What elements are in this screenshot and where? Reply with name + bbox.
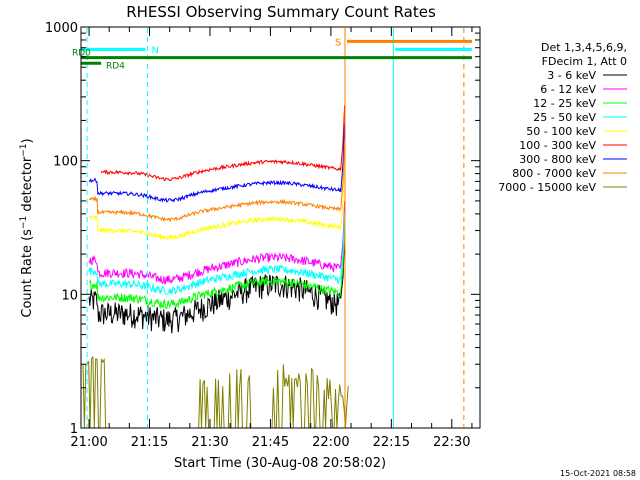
- x-axis-label: Start Time (30-Aug-08 20:58:02): [174, 456, 386, 471]
- plot-area: N S RD0 RD4: [72, 28, 472, 429]
- series-line: [88, 201, 346, 285]
- y-axis-label: Count Rate (s−1 detector−1): [19, 138, 35, 317]
- legend-entry-label: 800 - 7000 keV: [512, 167, 596, 180]
- legend-entry-label: 50 - 100 keV: [526, 125, 596, 138]
- generation-timestamp: 15-Oct-2021 08:58: [560, 469, 636, 478]
- state-label: RD0: [72, 49, 91, 59]
- x-tick-label: 22:15: [373, 435, 410, 450]
- x-tick-label: 21:45: [252, 435, 289, 450]
- legend-header-line-1: Det 1,3,4,5,6,9,: [541, 41, 627, 54]
- y-tick-label: 1000: [45, 21, 78, 36]
- series-line: [88, 122, 346, 203]
- legend: Det 1,3,4,5,6,9, FDecim 1, Att 0 3 - 6 k…: [498, 41, 627, 194]
- flag-label: N: [151, 45, 158, 56]
- chart-title: RHESSI Observing Summary Count Rates: [126, 3, 436, 21]
- series-line: [89, 159, 346, 241]
- legend-entry-label: 7000 - 15000 keV: [498, 181, 596, 194]
- x-tick-label: 21:30: [191, 435, 228, 450]
- legend-entry-label: 300 - 800 keV: [519, 153, 596, 166]
- series-line: [88, 142, 346, 223]
- state-label: RD4: [106, 61, 125, 71]
- x-tick-label: 22:30: [433, 435, 470, 450]
- legend-entry-label: 6 - 12 keV: [540, 83, 596, 96]
- y-axis: 1 10 100 1000: [45, 21, 480, 437]
- y-tick-label: 1: [70, 422, 78, 437]
- legend-entry-label: 12 - 25 keV: [533, 97, 596, 110]
- legend-entry-label: 3 - 6 keV: [547, 69, 596, 82]
- y-tick-label: 100: [53, 155, 78, 170]
- x-tick-label: 22:00: [312, 435, 349, 450]
- legend-entry-label: 25 - 50 keV: [533, 111, 596, 124]
- series-line: [88, 237, 346, 334]
- y-tick-label: 10: [61, 288, 78, 303]
- plot-frame: [80, 26, 481, 429]
- series-line: [100, 105, 346, 182]
- legend-header-line-2: FDecim 1, Att 0: [542, 55, 627, 68]
- flag-label: S: [335, 37, 341, 48]
- series-line: [88, 225, 346, 310]
- x-axis: 21:00 21:15 21:30 21:45 22:00 22:15 22:30: [70, 27, 473, 450]
- x-tick-label: 21:00: [70, 435, 107, 450]
- legend-entry-label: 100 - 300 keV: [519, 139, 596, 152]
- series-line: [88, 212, 346, 295]
- x-tick-label: 21:15: [131, 435, 168, 450]
